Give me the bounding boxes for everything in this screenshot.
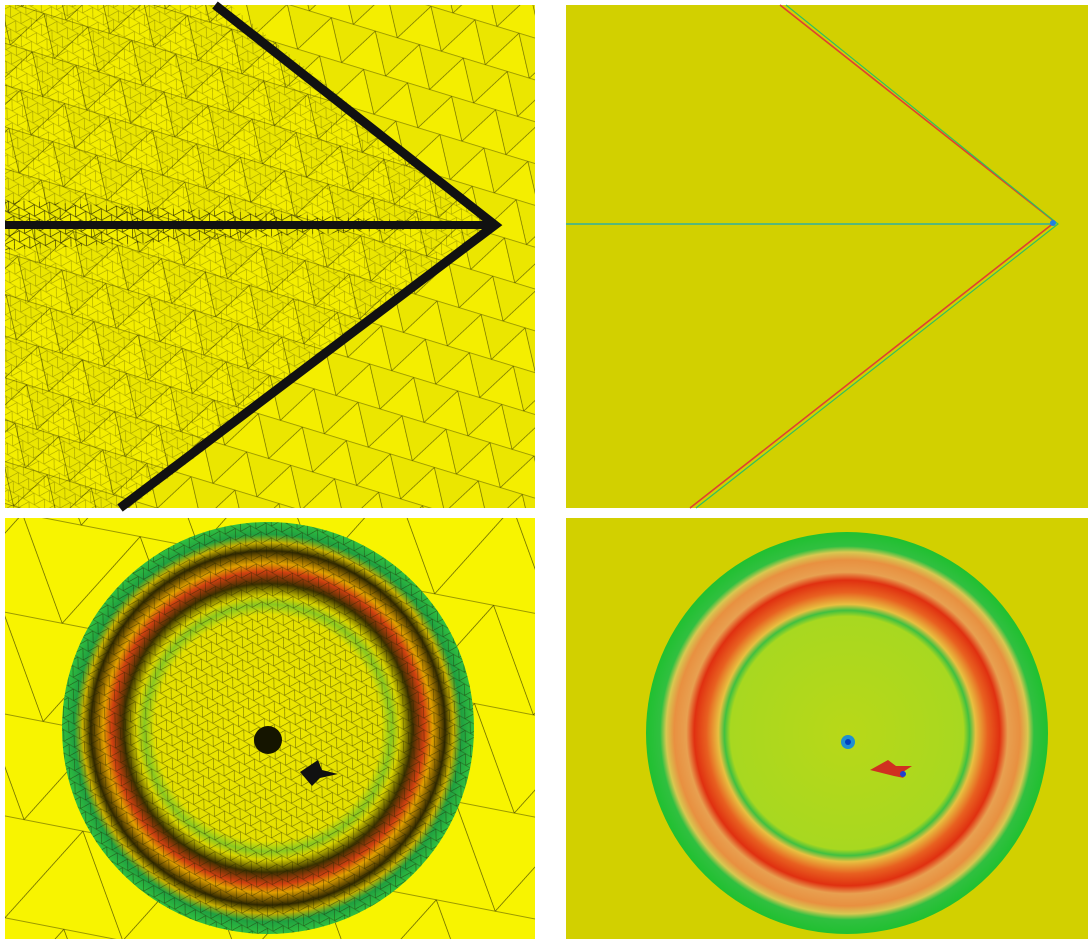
field-panel-top-right xyxy=(566,4,1088,509)
mesh-panel-bottom-left xyxy=(5,518,535,939)
field-panel-bottom-right xyxy=(566,518,1088,939)
mesh-panel-top-left xyxy=(5,1,535,512)
